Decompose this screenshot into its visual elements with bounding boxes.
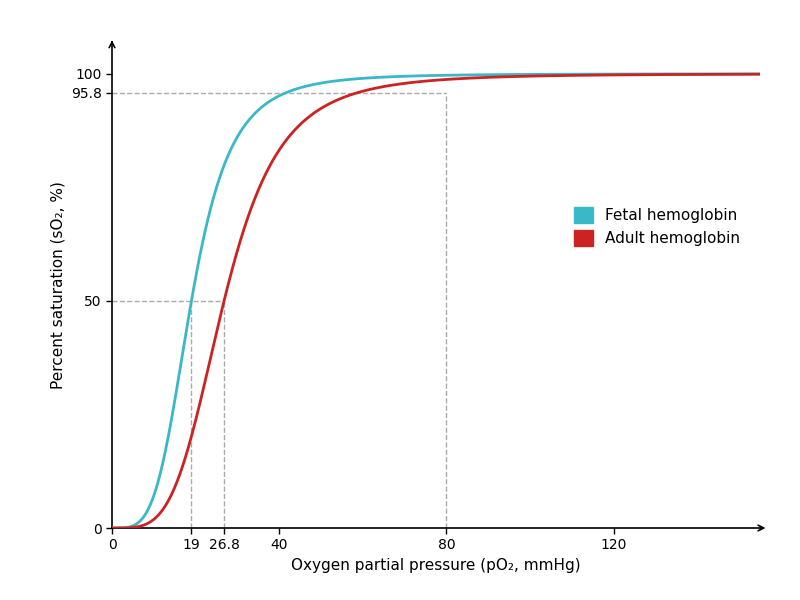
X-axis label: Oxygen partial pressure (pO₂, mmHg): Oxygen partial pressure (pO₂, mmHg) [291, 558, 581, 573]
Y-axis label: Percent saturation (sO₂, %): Percent saturation (sO₂, %) [50, 181, 65, 389]
Legend: Fetal hemoglobin, Adult hemoglobin: Fetal hemoglobin, Adult hemoglobin [568, 201, 746, 253]
